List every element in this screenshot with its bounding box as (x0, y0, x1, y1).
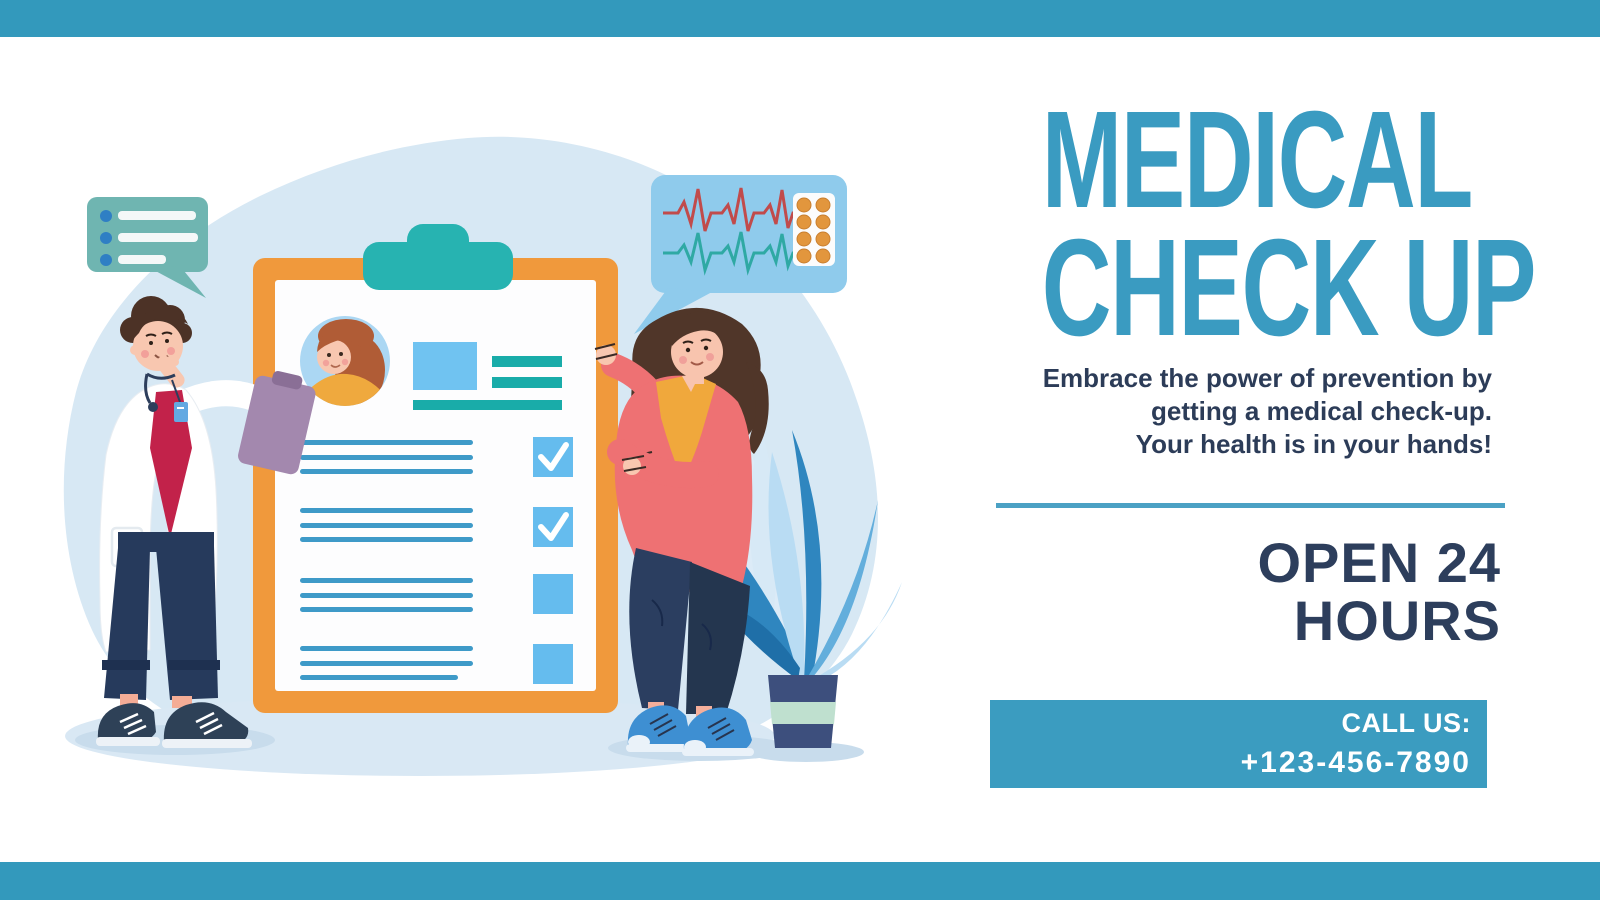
bubble-dot (100, 232, 112, 244)
bubble-dot (100, 254, 112, 266)
call-us-label: CALL US: (1341, 708, 1471, 738)
bubble-dot (100, 210, 112, 222)
checkbox-checked (533, 507, 573, 547)
doctor-pants (102, 532, 220, 700)
ecg-line-red (663, 187, 803, 232)
headline-line2: CHECK UP (1041, 211, 1537, 365)
top-accent-bar (0, 0, 1600, 37)
medical-illustration (63, 136, 902, 776)
bubble-line (118, 233, 198, 242)
patient-vest (656, 374, 716, 480)
tagline-line3: Your health is in your hands! (1135, 429, 1492, 459)
tagline: Embrace the power of prevention by getti… (1043, 362, 1492, 461)
patient-head (671, 311, 730, 384)
leaf (792, 430, 822, 680)
photo-field (413, 342, 477, 390)
divider-rule (996, 503, 1505, 508)
checkbox-empty (533, 644, 573, 684)
bubble-line (118, 255, 166, 264)
hours-line2: HOURS (1293, 589, 1501, 652)
tagline-line1: Embrace the power of prevention by (1042, 363, 1492, 393)
tablet-icon (238, 370, 316, 475)
hours-line1: OPEN 24 (1257, 531, 1501, 594)
text-field (492, 356, 562, 367)
doctor-head (120, 296, 192, 388)
patient-illustration (594, 307, 769, 756)
patient-shoes (626, 705, 754, 756)
checkbox-empty (533, 574, 573, 614)
tagline-line2: getting a medical check-up. (1151, 396, 1492, 426)
call-us-box: CALL US: +123-456-7890 (990, 700, 1487, 788)
doctor-illustration (96, 296, 316, 748)
checklist-speech-bubble (87, 197, 208, 298)
page-title: MEDICAL CHECK UP (960, 83, 1537, 365)
text-field (492, 377, 562, 388)
bubble-line (118, 211, 196, 220)
phone-number: +123-456-7890 (1240, 746, 1471, 779)
patient-jeans (629, 548, 750, 714)
checklist-lines (300, 440, 473, 680)
headline-line1: MEDICAL (1041, 83, 1474, 237)
clipboard (253, 224, 618, 713)
open-hours: OPEN 24 HOURS (1257, 534, 1501, 650)
doctor-shirt (150, 390, 192, 538)
pill-pack-icon (793, 193, 835, 266)
doctor-shoes (96, 702, 252, 748)
stethoscope-icon (144, 372, 176, 412)
checkbox-checked (533, 437, 573, 477)
patient-avatar (300, 316, 390, 406)
checkmark-icon (538, 442, 569, 471)
bottom-accent-bar (0, 862, 1600, 900)
clipboard-clip (363, 242, 513, 290)
leaf (768, 452, 805, 678)
ecg-line-teal (663, 231, 803, 276)
text-field (413, 400, 562, 410)
text-column: MEDICAL CHECK UP Embrace the power of pr… (960, 0, 1537, 900)
checkmark-icon (538, 512, 569, 541)
pot-stripe (770, 702, 836, 724)
id-badge-icon (171, 379, 188, 422)
